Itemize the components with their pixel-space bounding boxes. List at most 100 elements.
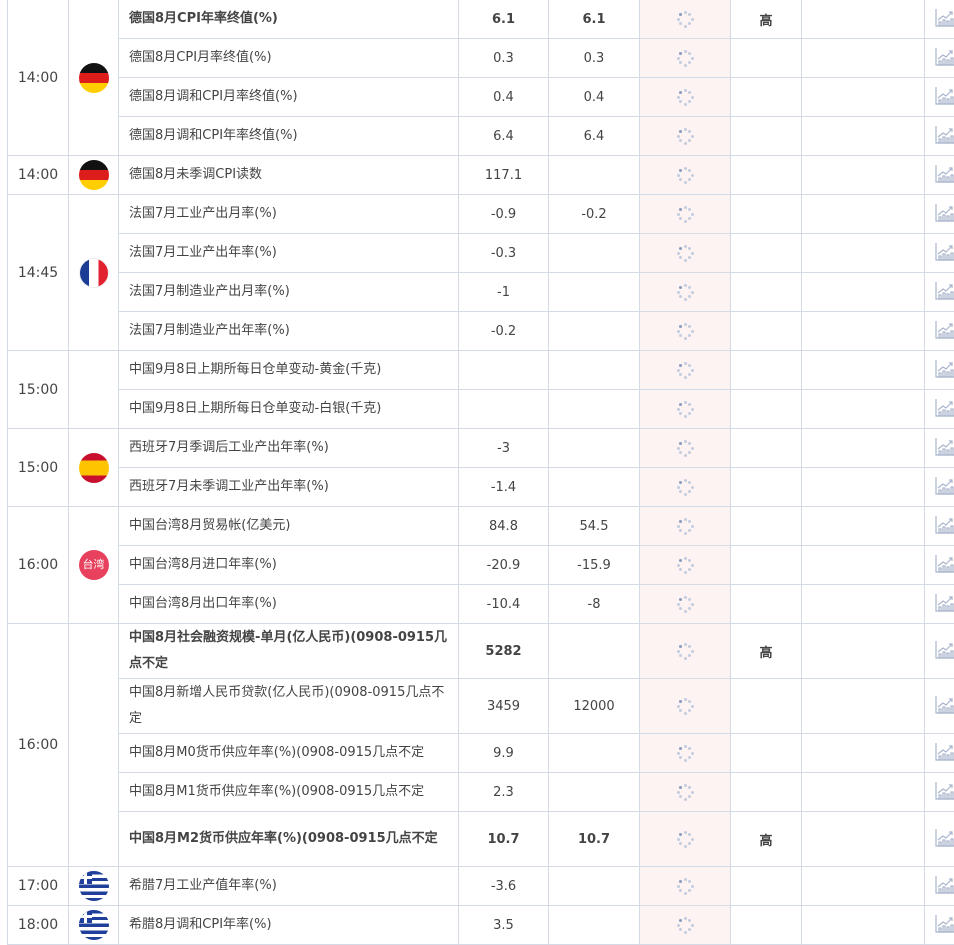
event-name[interactable]: 德国8月CPI年率终值(%) [119,0,459,39]
event-name[interactable]: 法国7月工业产出月率(%) [119,195,459,234]
event-name[interactable]: 德国8月CPI月率终值(%) [119,39,459,78]
chart-cell[interactable] [925,507,954,546]
importance-label [731,195,802,234]
forecast-value [549,624,640,679]
chart-cell[interactable] [925,117,954,156]
loading-spinner-icon [676,744,694,762]
chart-trend-icon[interactable] [935,163,954,187]
chart-trend-icon[interactable] [935,202,954,226]
chart-trend-icon[interactable] [935,358,954,382]
event-name[interactable]: 西班牙7月季调后工业产出年率(%) [119,429,459,468]
event-name[interactable]: 德国8月未季调CPI读数 [119,156,459,195]
loading-spinner-icon [676,916,694,934]
chart-cell[interactable] [925,39,954,78]
country-cell [69,429,119,507]
chart-trend-icon[interactable] [935,280,954,304]
chart-trend-icon[interactable] [935,592,954,616]
event-name[interactable]: 中国8月社会融资规模-单月(亿人民币)(0908-0915几点不定 [119,624,459,679]
event-time: 16:00 [8,507,69,624]
event-name[interactable]: 西班牙7月未季调工业产出年率(%) [119,468,459,507]
event-name[interactable]: 中国8月新增人民币贷款(亿人民币)(0908-0915几点不定 [119,679,459,734]
event-name[interactable]: 中国台湾8月进口年率(%) [119,546,459,585]
event-name[interactable]: 中国台湾8月出口年率(%) [119,585,459,624]
chart-cell[interactable] [925,195,954,234]
loading-spinner-icon [676,783,694,801]
chart-trend-icon[interactable] [935,46,954,70]
chart-cell[interactable] [925,390,954,429]
chart-cell[interactable] [925,351,954,390]
forecast-value: 54.5 [549,507,640,546]
event-name[interactable]: 中国9月8日上期所每日仓单变动-白银(千克) [119,390,459,429]
chart-trend-icon[interactable] [935,780,954,804]
chart-cell[interactable] [925,585,954,624]
chart-cell[interactable] [925,312,954,351]
event-name[interactable]: 希腊8月调和CPI年率(%) [119,906,459,945]
previous-value: 3459 [459,679,549,734]
chart-cell[interactable] [925,429,954,468]
notes-cell [802,507,925,546]
chart-trend-icon[interactable] [935,124,954,148]
previous-value: -0.2 [459,312,549,351]
event-name[interactable]: 法国7月制造业产出月率(%) [119,273,459,312]
chart-cell[interactable] [925,546,954,585]
event-time: 14:00 [8,156,69,195]
chart-trend-icon[interactable] [935,553,954,577]
actual-value [640,906,731,945]
loading-spinner-icon [676,642,694,660]
chart-cell[interactable] [925,812,954,867]
chart-cell[interactable] [925,0,954,39]
chart-trend-icon[interactable] [935,85,954,109]
chart-cell[interactable] [925,78,954,117]
previous-value: 84.8 [459,507,549,546]
event-name[interactable]: 中国8月M2货币供应年率(%)(0908-0915几点不定 [119,812,459,867]
chart-trend-icon[interactable] [935,741,954,765]
event-name[interactable]: 德国8月调和CPI月率终值(%) [119,78,459,117]
event-name[interactable]: 希腊7月工业产值年率(%) [119,867,459,906]
chart-trend-icon[interactable] [935,397,954,421]
event-name[interactable]: 中国8月M0货币供应年率(%)(0908-0915几点不定 [119,734,459,773]
actual-value [640,546,731,585]
event-name[interactable]: 法国7月工业产出年率(%) [119,234,459,273]
importance-label [731,117,802,156]
chart-cell[interactable] [925,867,954,906]
importance-label [731,390,802,429]
chart-trend-icon[interactable] [935,436,954,460]
event-name[interactable]: 德国8月调和CPI年率终值(%) [119,117,459,156]
table-row: 中国9月8日上期所每日仓单变动-白银(千克) [8,390,954,429]
chart-trend-icon[interactable] [935,241,954,265]
chart-trend-icon[interactable] [935,319,954,343]
forecast-value [549,734,640,773]
chart-cell[interactable] [925,468,954,507]
chart-trend-icon[interactable] [935,514,954,538]
chart-cell[interactable] [925,773,954,812]
event-time: 18:00 [8,906,69,945]
importance-label [731,39,802,78]
chart-cell[interactable] [925,624,954,679]
event-name[interactable]: 中国9月8日上期所每日仓单变动-黄金(千克) [119,351,459,390]
forecast-value [549,273,640,312]
actual-value [640,773,731,812]
chart-cell[interactable] [925,273,954,312]
previous-value: -1.4 [459,468,549,507]
chart-cell[interactable] [925,234,954,273]
chart-cell[interactable] [925,906,954,945]
loading-spinner-icon [676,49,694,67]
chart-trend-icon[interactable] [935,639,954,663]
event-name[interactable]: 中国8月M1货币供应年率(%)(0908-0915几点不定 [119,773,459,812]
chart-cell[interactable] [925,679,954,734]
loading-spinner-icon [676,283,694,301]
event-name[interactable]: 法国7月制造业产出年率(%) [119,312,459,351]
chart-trend-icon[interactable] [935,827,954,851]
country-cell: 台湾 [69,507,119,624]
greece-flag-icon [79,871,109,901]
chart-trend-icon[interactable] [935,7,954,31]
chart-trend-icon[interactable] [935,913,954,937]
chart-cell[interactable] [925,156,954,195]
chart-trend-icon[interactable] [935,475,954,499]
chart-trend-icon[interactable] [935,874,954,898]
chart-cell[interactable] [925,734,954,773]
event-name[interactable]: 中国台湾8月贸易帐(亿美元) [119,507,459,546]
chart-trend-icon[interactable] [935,694,954,718]
